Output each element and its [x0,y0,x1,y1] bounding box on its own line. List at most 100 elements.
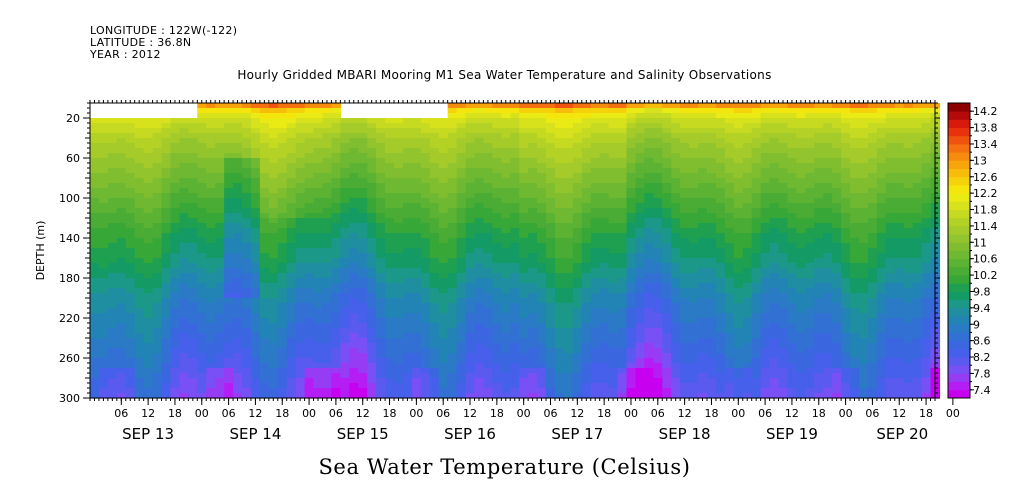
heatmap-cell [519,368,529,374]
heatmap-cell [778,238,789,244]
heatmap-cell [706,298,717,304]
heatmap-cell [796,373,806,379]
heatmap-cell [402,298,413,304]
heatmap-cell [233,273,243,279]
heatmap-cell [295,228,306,234]
heatmap-cell [581,193,592,199]
heatmap-cell [680,298,690,304]
heatmap-cell [152,138,163,144]
heatmap-cell [438,158,449,164]
heatmap-cell [751,213,762,219]
heatmap-cell [760,348,771,354]
heatmap-cell [161,273,172,279]
heatmap-cell [617,288,628,294]
heatmap-cell [823,308,833,314]
heatmap-cell [98,363,109,369]
heatmap-cell [787,128,797,134]
heatmap-cell [671,123,681,129]
heatmap-cell [850,103,860,109]
heatmap-cell [814,133,824,139]
heatmap-cell [680,208,690,214]
heatmap-cell [671,293,681,299]
heatmap-cell [304,248,315,254]
heatmap-cell [349,323,359,329]
heatmap-cell [295,178,306,184]
heatmap-cell [796,218,806,224]
heatmap-cell [492,238,502,244]
heatmap-cell [358,373,368,379]
heatmap-cell [215,228,225,234]
heatmap-cell [90,243,100,249]
heatmap-cell [501,153,511,159]
heatmap-cell [546,168,556,174]
heatmap-cell [841,263,851,269]
heatmap-cell [206,168,216,174]
heatmap-cell [483,123,493,129]
heatmap-cell [510,203,520,209]
heatmap-cell [528,243,538,249]
heatmap-cell [349,118,359,124]
heatmap-cell [519,308,529,314]
heatmap-cell [492,223,502,229]
heatmap-cell [653,108,663,114]
heatmap-cell [179,193,189,199]
heatmap-cell [599,138,610,144]
heatmap-cell [841,158,851,164]
heatmap-cell [563,133,574,139]
heatmap-cell [733,128,744,134]
heatmap-cell [653,308,663,314]
heatmap-cell [197,383,207,389]
latitude-label: LATITUDE : 36.8N [90,36,192,49]
heatmap-cell [519,338,529,344]
heatmap-cell [179,393,189,399]
heatmap-cell [179,328,189,334]
heatmap-cell [304,283,315,289]
heatmap-cell [179,183,189,189]
heatmap-cell [152,303,163,309]
heatmap-cell [581,378,592,384]
heatmap-cell [465,328,476,334]
heatmap-cell [483,113,493,119]
heatmap-cell [116,293,127,299]
heatmap-cell [152,293,163,299]
heatmap-cell [635,293,645,299]
heatmap-cell [635,308,645,314]
heatmap-cell [277,183,288,189]
heatmap-cell [349,133,359,139]
heatmap-cell [841,233,851,239]
heatmap-cell [653,168,663,174]
heatmap-cell [233,343,243,349]
heatmap-cell [501,263,511,269]
heatmap-cell [715,253,726,259]
heatmap-cell [572,373,583,379]
heatmap-cell [411,253,422,259]
heatmap-cell [438,168,449,174]
heatmap-cell [572,223,583,229]
heatmap-cell [420,168,431,174]
heatmap-cell [358,233,368,239]
heatmap-cell [653,373,663,379]
heatmap-cell [188,368,198,374]
heatmap-cell [134,358,145,364]
heatmap-cell [376,148,386,154]
heatmap-cell [402,158,413,164]
heatmap-cell [733,148,744,154]
heatmap-cell [537,153,547,159]
heatmap-cell [796,283,806,289]
heatmap-cell [832,173,842,179]
heatmap-cell [841,338,851,344]
heatmap-cell [402,278,413,284]
heatmap-cell [590,348,601,354]
heatmap-cell [662,313,672,319]
heatmap-cell [787,158,797,164]
heatmap-cell [411,163,422,169]
heatmap-cell [483,248,493,254]
heatmap-cell [143,383,154,389]
heatmap-cell [429,258,440,264]
heatmap-cell [376,343,386,349]
heatmap-cell [841,213,851,219]
heatmap-cell [340,118,350,124]
heatmap-cell [742,188,753,194]
heatmap-cell [778,318,789,324]
heatmap-cell [742,328,753,334]
